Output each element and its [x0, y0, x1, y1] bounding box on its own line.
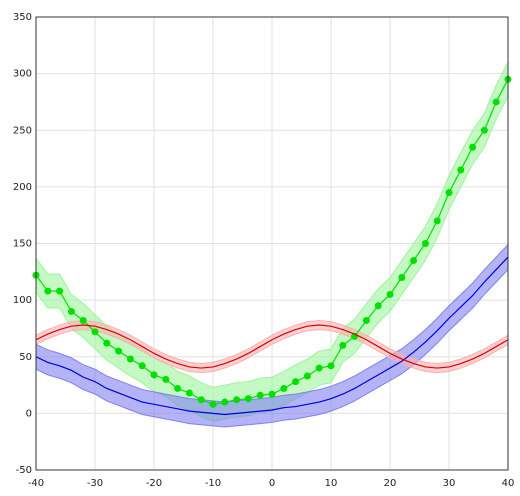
point: [138, 362, 146, 370]
point: [67, 307, 75, 315]
x-tick-label: -20: [146, 478, 162, 489]
point: [362, 317, 370, 325]
point: [103, 339, 111, 347]
point: [292, 378, 300, 386]
y-tick-label: 200: [13, 182, 32, 193]
point: [386, 290, 394, 298]
point: [410, 256, 418, 264]
x-tick-label: 0: [269, 478, 275, 489]
y-tick-label: 150: [13, 239, 32, 250]
point: [445, 189, 453, 197]
point: [256, 391, 264, 399]
x-tick-label: 40: [502, 478, 515, 489]
point: [398, 273, 406, 281]
series-line: [35, 256, 509, 416]
point: [457, 166, 465, 174]
point: [209, 400, 217, 408]
point: [469, 143, 477, 151]
point: [79, 317, 87, 325]
point: [233, 396, 241, 404]
axes-box: [35, 16, 509, 471]
point: [56, 287, 64, 295]
y-tick-label: 350: [13, 12, 32, 23]
y-tick-label: 0: [26, 408, 32, 419]
point: [150, 371, 158, 379]
point: [315, 364, 323, 372]
point: [126, 355, 134, 363]
y-tick-label: 300: [13, 69, 32, 80]
x-tick-label: 20: [384, 478, 397, 489]
x-tick-label: 10: [325, 478, 338, 489]
y-tick-label: -50: [16, 465, 32, 476]
point: [162, 375, 170, 383]
point: [303, 372, 311, 380]
point: [327, 362, 335, 370]
y-tick-label: 250: [13, 125, 32, 136]
point: [91, 328, 99, 336]
point: [280, 384, 288, 392]
point: [115, 347, 123, 355]
x-tick-label: -40: [28, 478, 44, 489]
point: [244, 395, 252, 403]
point: [492, 98, 500, 106]
point: [185, 389, 193, 397]
x-tick-label: -30: [87, 478, 103, 489]
point: [268, 390, 276, 398]
point: [421, 240, 429, 247]
point: [44, 287, 52, 295]
y-tick-label: 50: [19, 352, 32, 363]
point: [339, 341, 347, 349]
point: [221, 398, 229, 406]
point: [174, 384, 182, 392]
point: [197, 396, 205, 404]
point: [433, 217, 441, 225]
y-tick-label: 100: [13, 295, 32, 306]
x-tick-label: -10: [205, 478, 221, 489]
point: [480, 126, 488, 134]
x-tick-label: 30: [443, 478, 456, 489]
series-line: [35, 324, 509, 369]
point: [374, 302, 382, 310]
